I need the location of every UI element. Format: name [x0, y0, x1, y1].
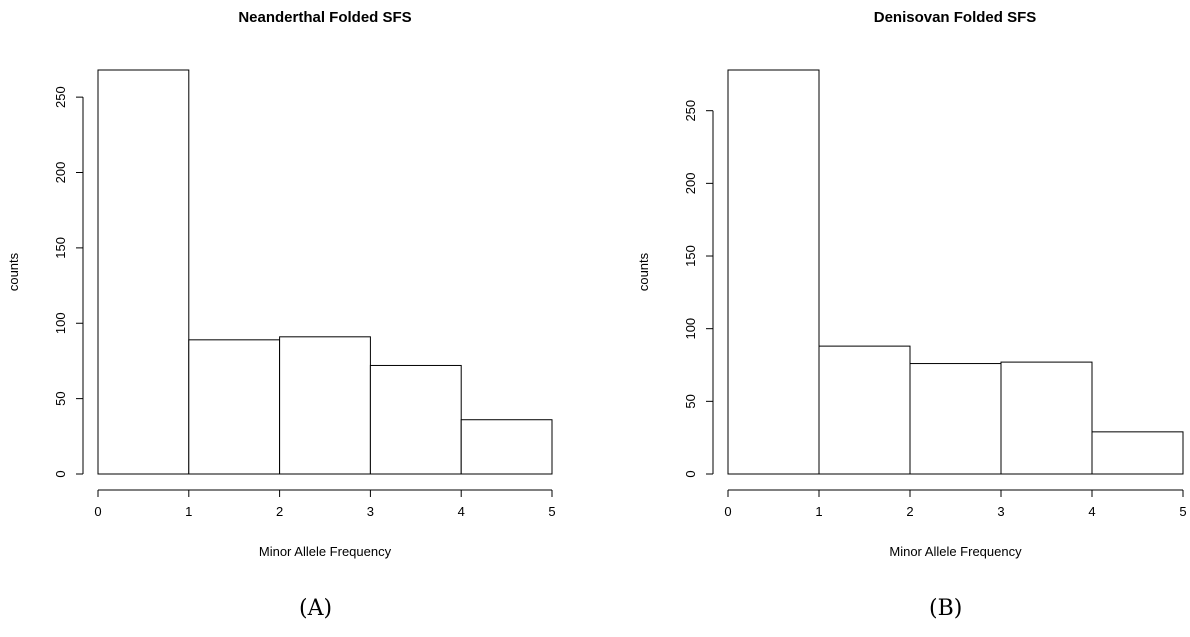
chart-b: Denisovan Folded SFS 0 1 2 3 4 5 Minor Allele F…	[636, 9, 1187, 559]
x-tick-label-b-2: 2	[906, 504, 913, 519]
bar-a-1	[188, 339, 281, 475]
bar-a-2	[279, 336, 371, 475]
y-tick-label-b-5: 250	[683, 100, 698, 122]
y-axis-label-a: counts	[6, 252, 21, 291]
chart-title-b: Denisovan Folded SFS	[874, 9, 1037, 26]
bar-b-0	[727, 69, 820, 475]
y-tick-label-a-4: 200	[53, 162, 68, 184]
x-axis-label-a: Minor Allele Frequency	[259, 544, 392, 559]
x-tick-label-b-5: 5	[1179, 504, 1186, 519]
bar-b-2	[909, 363, 1002, 475]
bar-a-0	[97, 69, 190, 475]
y-tick-label-a-0: 0	[53, 470, 68, 477]
x-tick-label-b-4: 4	[1088, 504, 1095, 519]
chart-title-a: Neanderthal Folded SFS	[238, 9, 411, 26]
y-tick-label-b-2: 100	[683, 318, 698, 340]
y-tick-label-a-1: 50	[53, 391, 68, 405]
y-tick-label-b-0: 0	[683, 470, 698, 477]
y-tick-label-a-3: 150	[53, 237, 68, 259]
y-axis-label-b: counts	[636, 252, 651, 291]
y-tick-label-b-1: 50	[683, 394, 698, 408]
x-tick-label-b-3: 3	[997, 504, 1004, 519]
bar-b-3	[1000, 361, 1093, 475]
bar-b-4	[1091, 431, 1184, 475]
x-tick-label-a-1: 1	[185, 504, 192, 519]
chart-a: Neanderthal Folded SFS 0 1 2 3 4 5 Minor Allele…	[6, 9, 556, 559]
y-tick-label-a-2: 100	[53, 312, 68, 334]
x-tick-label-b-1: 1	[815, 504, 822, 519]
x-tick-label-a-5: 5	[548, 504, 555, 519]
x-tick-label-a-0: 0	[94, 504, 101, 519]
x-axis-label-b: Minor Allele Frequency	[889, 544, 1022, 559]
x-tick-label-a-4: 4	[458, 504, 465, 519]
y-tick-label-b-4: 200	[683, 173, 698, 195]
x-tick-label-a-3: 3	[367, 504, 374, 519]
bar-a-4	[460, 419, 553, 475]
x-tick-label-a-2: 2	[276, 504, 283, 519]
x-tick-label-b-0: 0	[724, 504, 731, 519]
y-tick-label-a-5: 250	[53, 86, 68, 108]
panel-caption-b: (B)	[929, 596, 963, 621]
bar-b-1	[818, 345, 911, 475]
bar-a-3	[369, 364, 462, 475]
y-tick-label-b-3: 150	[683, 245, 698, 267]
panel-caption-a: (A)	[299, 596, 333, 621]
